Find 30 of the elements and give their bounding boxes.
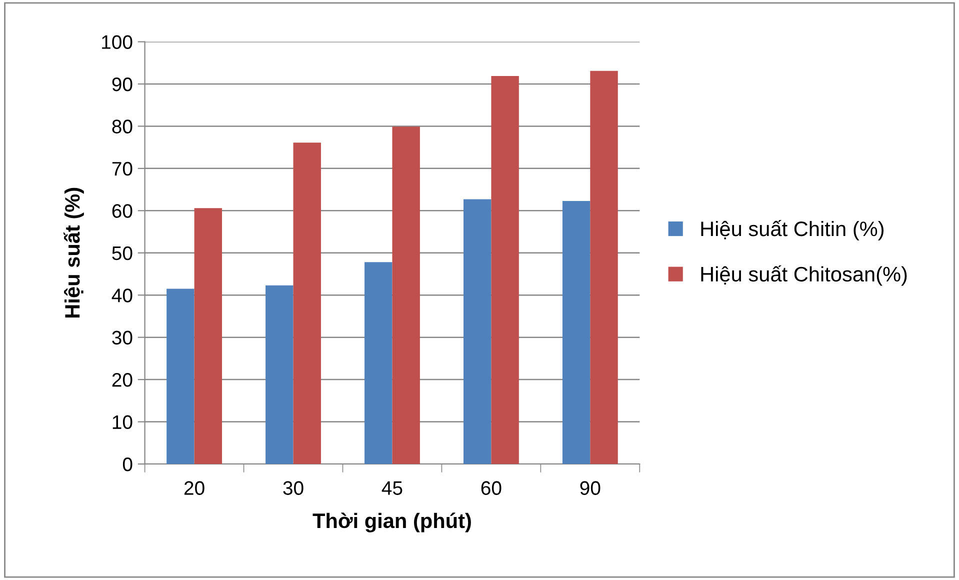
y-tick-label: 70	[112, 162, 132, 176]
bar	[463, 199, 492, 464]
x-tick-label: 45	[382, 481, 402, 495]
y-tick-label: 20	[112, 373, 132, 387]
x-tick-label: 90	[580, 481, 600, 495]
legend-label: Hiệu suất Chitosan(%)	[701, 265, 907, 286]
y-tick-label: 30	[112, 330, 132, 345]
y-tick-label: 60	[112, 204, 132, 218]
bar	[166, 288, 194, 464]
y-tick-label: 50	[112, 246, 132, 260]
x-tick-label: 60	[481, 481, 502, 495]
bar	[364, 262, 392, 464]
bar	[293, 142, 321, 464]
x-axis-title: Thời gian (phút)	[312, 512, 471, 532]
bar	[266, 285, 294, 464]
x-tick-label: 20	[184, 481, 204, 495]
y-tick-label: 80	[112, 120, 132, 134]
y-tick-label: 0	[122, 457, 132, 472]
y-tick-label: 10	[112, 415, 132, 430]
y-tick-label: 90	[112, 77, 132, 92]
y-tick-label: 40	[112, 288, 132, 302]
bar	[562, 200, 590, 464]
legend-label: Hiệu suất Chitin (%)	[701, 220, 884, 240]
bar	[392, 126, 420, 464]
bar	[491, 76, 519, 464]
x-tick-label: 30	[283, 481, 304, 495]
y-axis-title: Hiệu suất (%)	[64, 188, 84, 318]
bar	[590, 70, 618, 464]
y-tick-label: 100	[102, 35, 132, 49]
bar	[194, 208, 222, 464]
